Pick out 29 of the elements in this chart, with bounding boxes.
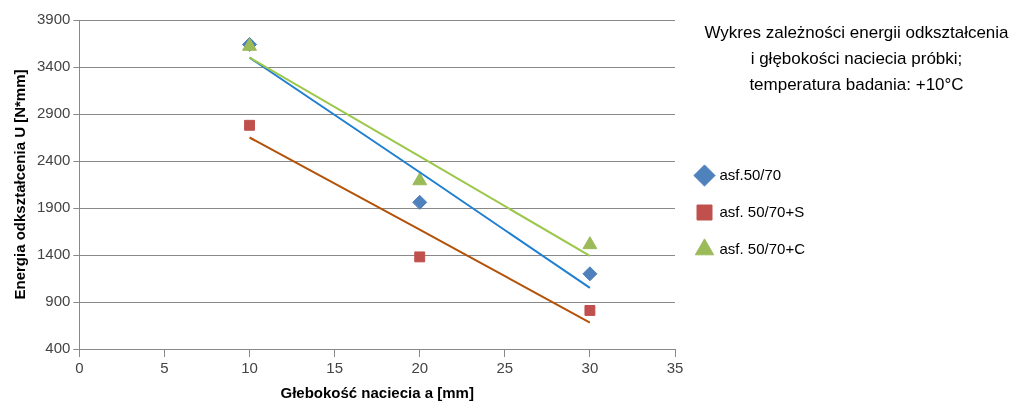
legend-label: asf.50/70 — [719, 165, 782, 183]
y-tick-label: 1900 — [36, 198, 71, 216]
y-tick-label: 400 — [45, 339, 71, 357]
y-tick-label: 1400 — [36, 245, 71, 263]
point — [582, 266, 598, 282]
y-axis-title: Energia odkształcenia U [N*mm] — [11, 69, 29, 300]
x-tick-label: 25 — [496, 359, 514, 377]
point — [414, 251, 426, 263]
point — [584, 305, 596, 316]
point — [412, 172, 428, 186]
x-tick-label: 15 — [326, 359, 343, 377]
x-tick-label: 10 — [241, 359, 258, 377]
point — [412, 194, 428, 210]
x-axis-title: Głebokość naciecia a [mm] — [280, 384, 474, 402]
x-tick-label: 20 — [411, 359, 429, 377]
x-tick-label: 35 — [666, 359, 684, 377]
y-tick-label: 2900 — [36, 104, 71, 122]
y-tick-label: 2400 — [36, 151, 71, 169]
text: Wykres zależności energii odkształcenia i głębokości naciecia próbki; temperatura badania: +10°C — [703, 22, 1010, 96]
x-tick-label: 0 — [75, 359, 84, 377]
legend-label: asf. 50/70+C — [719, 239, 806, 257]
legend-label: asf. 50/70+S — [719, 202, 805, 220]
y-tick-label: 3900 — [36, 10, 71, 28]
y-tick-label: 3400 — [36, 57, 71, 75]
point — [244, 119, 255, 131]
x-tick-label: 5 — [160, 359, 169, 377]
point — [582, 236, 598, 250]
y-tick-label: 900 — [45, 292, 71, 310]
x-tick-label: 30 — [581, 359, 599, 377]
